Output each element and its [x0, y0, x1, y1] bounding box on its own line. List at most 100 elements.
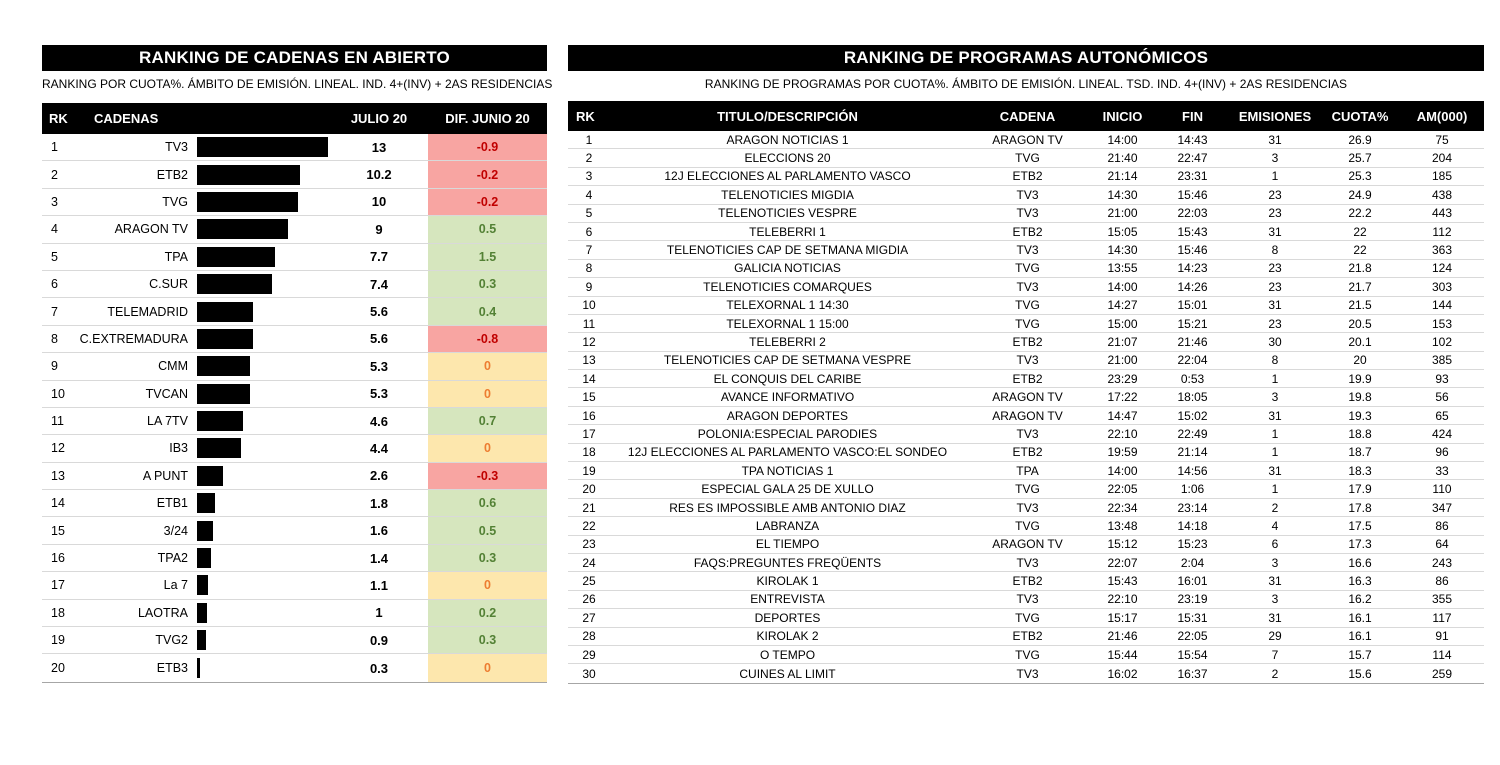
cadenas-row: 5 TPA 7.7 1.5 — [42, 243, 547, 271]
cadenas-row: 18 LAOTRA 1 0.2 — [42, 599, 547, 628]
program-title-cell: TELEXORNAL 1 15:00 — [726, 316, 849, 331]
rank-cell: 17 — [582, 426, 596, 441]
end-time-cell: 22:05 — [1177, 629, 1208, 644]
diff-cell: -0.2 — [428, 161, 547, 188]
audience-cell: 259 — [1431, 666, 1453, 681]
rank-cell: 3 — [51, 194, 58, 209]
broadcasts-cell: 31 — [1268, 408, 1282, 423]
broadcasts-cell: 3 — [1271, 555, 1279, 570]
start-time-cell: 22:07 — [1107, 555, 1138, 570]
program-title-cell: TPA NOTICIAS 1 — [741, 463, 834, 478]
share-bar — [197, 164, 300, 185]
channel-cell: ARAGON TV — [992, 537, 1063, 552]
end-time-cell: 16:01 — [1177, 574, 1208, 589]
share-bar — [197, 630, 207, 651]
cadenas-row: 11 LA 7TV 4.6 0.7 — [42, 407, 547, 436]
rank-cell: 4 — [585, 187, 593, 202]
cadenas-row: 8 C.EXTREMADURA 5.6 -0.8 — [42, 325, 547, 354]
start-time-cell: 14:27 — [1107, 298, 1138, 313]
cadenas-row: 4 ARAGON TV 9 0.5 — [42, 216, 547, 244]
rank-cell: 11 — [51, 414, 64, 429]
cadenas-row: 13 A PUNT 2.6 -0.3 — [42, 462, 547, 491]
rank-cell: 30 — [582, 666, 596, 681]
share-bar-track — [197, 191, 330, 212]
start-time-cell: 22:05 — [1107, 482, 1138, 497]
share-value-cell: 1.4 — [369, 550, 389, 566]
rank-cell: 8 — [51, 331, 58, 346]
audience-cell: 124 — [1431, 261, 1453, 276]
start-time-cell: 14:00 — [1107, 279, 1138, 294]
rank-cell: 11 — [582, 316, 596, 331]
programas-row: 30 CUINES AL LIMIT TV3 16:02 16:37 2 15.6 259 — [568, 664, 1484, 682]
share-cell: 22 — [1353, 243, 1367, 258]
channel-cell: ARAGON TV — [992, 390, 1063, 405]
audience-cell: 117 — [1432, 610, 1452, 625]
audience-cell: 86 — [1435, 574, 1449, 589]
share-bar-track — [197, 548, 330, 569]
program-title-cell: CUINES AL LIMIT — [739, 666, 836, 681]
start-time-cell: 13:55 — [1107, 261, 1138, 276]
channel-cell: TV3 — [1016, 206, 1039, 221]
share-cell: 15.7 — [1348, 647, 1372, 662]
channel-cell: TVG — [1015, 482, 1040, 497]
channel-name-cell: A PUNT — [142, 468, 188, 483]
end-time-cell: 22:47 — [1177, 151, 1208, 166]
broadcasts-cell: 6 — [1271, 537, 1279, 552]
start-time-cell: 15:43 — [1107, 574, 1138, 589]
audience-cell: 385 — [1431, 353, 1453, 368]
broadcasts-cell: 8 — [1271, 353, 1279, 368]
program-title-cell: ENTREVISTA — [750, 592, 825, 607]
programas-row: 1 ARAGON NOTICIAS 1 ARAGON TV 14:00 14:43 31 2… — [568, 131, 1484, 150]
diff-cell: 0.3 — [428, 270, 547, 298]
share-cell: 25.7 — [1348, 151, 1372, 166]
rank-cell: 2 — [585, 151, 593, 166]
start-time-cell: 21:40 — [1107, 151, 1138, 166]
program-title-cell: ELECCIONS 20 — [744, 151, 831, 166]
start-time-cell: 21:46 — [1107, 629, 1138, 644]
programas-row: 7 TELENOTICIES CAP DE SETMANA MIGDIA TV3 14… — [568, 241, 1484, 260]
start-time-cell: 14:00 — [1107, 463, 1138, 478]
share-cell: 17.5 — [1348, 518, 1372, 533]
audience-cell: 96 — [1435, 445, 1449, 460]
audience-cell: 114 — [1432, 647, 1452, 662]
broadcasts-cell: 23 — [1268, 279, 1282, 294]
rank-cell: 4 — [51, 222, 58, 237]
end-time-cell: 15:31 — [1177, 610, 1208, 625]
programas-subtitle: RANKING DE PROGRAMAS POR CUOTA%. ÁMBITO … — [704, 77, 1348, 91]
share-bar-track — [197, 438, 330, 459]
diff-cell: 0.7 — [428, 407, 547, 435]
program-title-cell: 12J ELECCIONES AL PARLAMENTO VASCO:EL SO… — [627, 445, 948, 460]
channel-name-cell: LAOTRA — [137, 605, 188, 620]
program-title-cell: TELENOTICIES MIGDIA — [721, 187, 854, 202]
end-time-cell: 23:19 — [1177, 592, 1208, 607]
program-title-cell: TELENOTICIES VESPRE — [718, 206, 857, 221]
channel-cell: TV3 — [1016, 243, 1039, 258]
start-time-cell: 15:05 — [1107, 224, 1138, 239]
share-bar-track — [197, 465, 330, 486]
diff-cell: 0 — [428, 654, 547, 682]
programas-header-fin: FIN — [1182, 108, 1203, 124]
share-cell: 20 — [1353, 353, 1367, 368]
diff-cell: 0.3 — [428, 544, 547, 572]
channel-name-cell: C.SUR — [149, 277, 188, 292]
share-cell: 21.7 — [1348, 279, 1372, 294]
broadcasts-cell: 1 — [1271, 482, 1279, 497]
share-bar — [197, 520, 214, 541]
end-time-cell: 22:03 — [1177, 206, 1208, 221]
start-time-cell: 13:48 — [1107, 518, 1138, 533]
channel-cell: ARAGON TV — [992, 408, 1063, 423]
rank-cell: 13 — [51, 468, 65, 483]
cadenas-row: 16 TPA2 1.4 0.3 — [42, 544, 547, 573]
audience-cell: 86 — [1435, 518, 1449, 533]
end-time-cell: 23:31 — [1177, 169, 1208, 184]
programas-row: 10 TELEXORNAL 1 14:30 TVG 14:27 15:01 31 21.5 1… — [568, 297, 1484, 315]
share-value-cell: 5.3 — [369, 358, 389, 374]
channel-cell: TV3 — [1016, 187, 1039, 202]
share-bar — [197, 246, 275, 267]
programas-header-emisiones: EMISIONES — [1238, 108, 1312, 124]
channel-cell: TVG — [1015, 298, 1040, 313]
channel-cell: TV3 — [1016, 353, 1039, 368]
program-title-cell: EL CONQUIS DEL CARIBE — [713, 371, 862, 386]
audience-cell: 65 — [1435, 408, 1449, 423]
channel-cell: TV3 — [1016, 426, 1039, 441]
